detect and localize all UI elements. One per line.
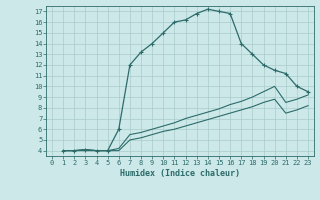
X-axis label: Humidex (Indice chaleur): Humidex (Indice chaleur) bbox=[120, 169, 240, 178]
